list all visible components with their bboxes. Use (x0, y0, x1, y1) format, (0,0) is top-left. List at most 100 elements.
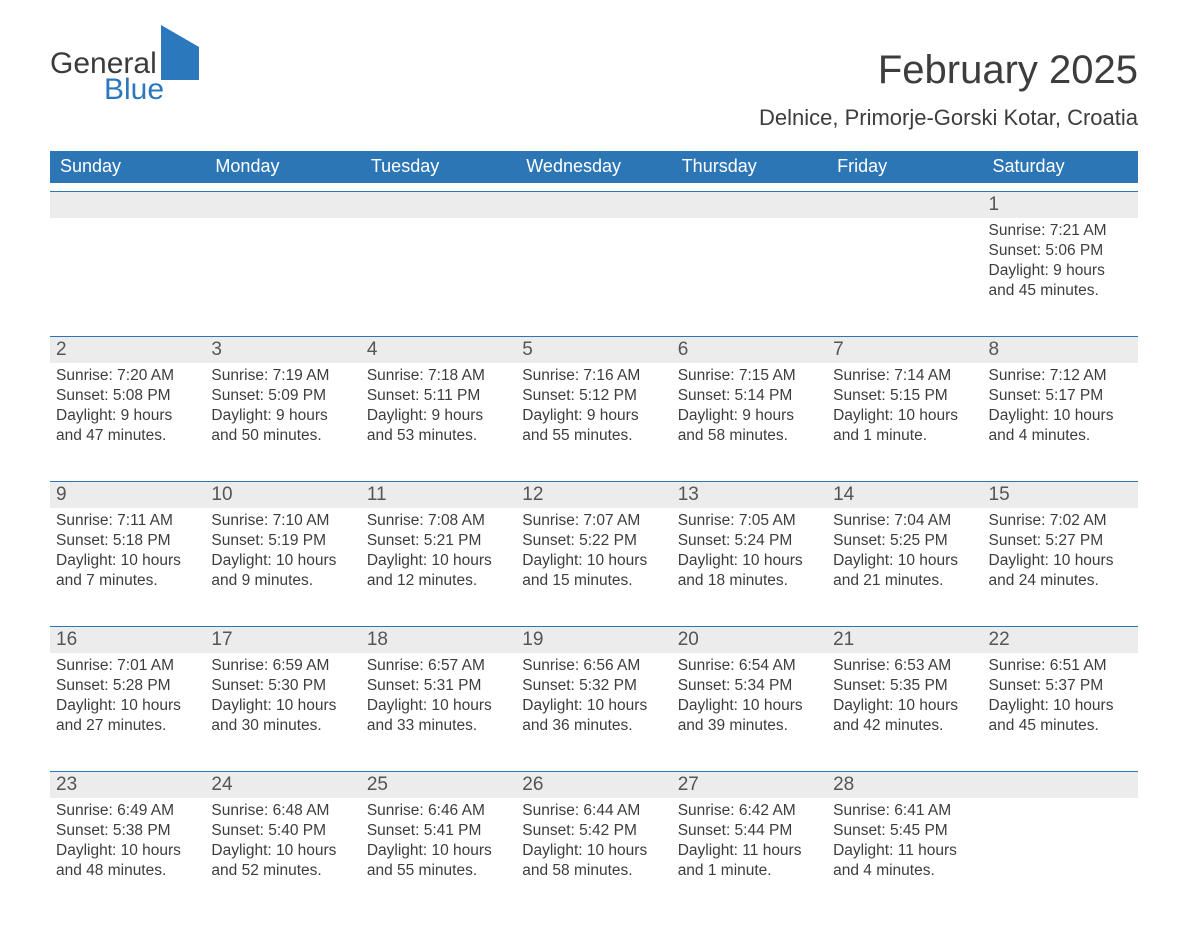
day-number-row: 232425262728 (50, 771, 1138, 798)
day-cell-line: Sunset: 5:30 PM (211, 676, 352, 696)
day-cell-line: Sunrise: 7:12 AM (989, 366, 1130, 386)
day-number: 11 (361, 482, 516, 508)
day-cell-line: Daylight: 10 hours and 4 minutes. (989, 406, 1130, 446)
day-cell: Sunrise: 7:15 AMSunset: 5:14 PMDaylight:… (672, 363, 827, 473)
day-cell-line: Sunrise: 7:10 AM (211, 511, 352, 531)
day-cell: Sunrise: 7:18 AMSunset: 5:11 PMDaylight:… (361, 363, 516, 473)
weekday-header: Wednesday (516, 151, 671, 183)
weekday-header: Monday (205, 151, 360, 183)
day-number: 25 (361, 772, 516, 798)
day-cell-line: Daylight: 9 hours and 58 minutes. (678, 406, 819, 446)
day-cell-line: Sunset: 5:38 PM (56, 821, 197, 841)
day-number: 20 (672, 627, 827, 653)
day-cell-line: Daylight: 10 hours and 58 minutes. (522, 841, 663, 881)
day-cell-line: Sunset: 5:32 PM (522, 676, 663, 696)
day-cell-line: Sunrise: 6:54 AM (678, 656, 819, 676)
day-number (205, 192, 360, 218)
day-cell-line: Sunset: 5:19 PM (211, 531, 352, 551)
calendar-grid: Sunday Monday Tuesday Wednesday Thursday… (50, 151, 1138, 908)
day-content-row: Sunrise: 7:11 AMSunset: 5:18 PMDaylight:… (50, 508, 1138, 618)
day-cell-line: Sunrise: 7:21 AM (989, 221, 1130, 241)
day-cell: Sunrise: 7:11 AMSunset: 5:18 PMDaylight:… (50, 508, 205, 618)
day-cell: Sunrise: 6:53 AMSunset: 5:35 PMDaylight:… (827, 653, 982, 763)
day-cell-line: Daylight: 10 hours and 27 minutes. (56, 696, 197, 736)
day-number: 16 (50, 627, 205, 653)
week-row: 1Sunrise: 7:21 AMSunset: 5:06 PMDaylight… (50, 191, 1138, 328)
day-cell-line: Daylight: 10 hours and 48 minutes. (56, 841, 197, 881)
brand-text: General Blue (50, 48, 199, 105)
day-cell: Sunrise: 6:42 AMSunset: 5:44 PMDaylight:… (672, 798, 827, 908)
month-title: February 2025 (759, 48, 1138, 93)
weekday-header-row: Sunday Monday Tuesday Wednesday Thursday… (50, 151, 1138, 183)
day-number: 10 (205, 482, 360, 508)
day-cell: Sunrise: 6:51 AMSunset: 5:37 PMDaylight:… (983, 653, 1138, 763)
day-number: 9 (50, 482, 205, 508)
day-cell-line: Daylight: 10 hours and 36 minutes. (522, 696, 663, 736)
day-cell: Sunrise: 7:19 AMSunset: 5:09 PMDaylight:… (205, 363, 360, 473)
page-header: General Blue February 2025 Delnice, Prim… (50, 48, 1138, 143)
day-number-row: 1 (50, 191, 1138, 218)
day-cell-line: Sunset: 5:14 PM (678, 386, 819, 406)
day-cell-line: Sunset: 5:42 PM (522, 821, 663, 841)
day-cell (50, 218, 205, 328)
day-cell-line: Sunset: 5:41 PM (367, 821, 508, 841)
day-cell-line: Sunrise: 6:56 AM (522, 656, 663, 676)
day-cell-line: Sunset: 5:27 PM (989, 531, 1130, 551)
day-cell-line: Sunrise: 7:01 AM (56, 656, 197, 676)
day-number: 19 (516, 627, 671, 653)
day-cell-line: Sunset: 5:18 PM (56, 531, 197, 551)
day-cell: Sunrise: 7:14 AMSunset: 5:15 PMDaylight:… (827, 363, 982, 473)
week-row: 232425262728 Sunrise: 6:49 AMSunset: 5:38… (50, 771, 1138, 908)
day-cell (827, 218, 982, 328)
day-cell-line: Sunset: 5:31 PM (367, 676, 508, 696)
day-cell-line: Sunset: 5:06 PM (989, 241, 1130, 261)
day-number: 26 (516, 772, 671, 798)
day-cell-line: Sunset: 5:28 PM (56, 676, 197, 696)
day-number: 3 (205, 337, 360, 363)
day-number: 27 (672, 772, 827, 798)
day-cell: Sunrise: 7:07 AMSunset: 5:22 PMDaylight:… (516, 508, 671, 618)
title-block: February 2025 Delnice, Primorje-Gorski K… (759, 48, 1138, 143)
day-cell-line: Sunset: 5:45 PM (833, 821, 974, 841)
day-cell-line: Sunrise: 7:14 AM (833, 366, 974, 386)
day-cell-line: Sunrise: 6:48 AM (211, 801, 352, 821)
day-number (516, 192, 671, 218)
day-cell-line: Daylight: 10 hours and 55 minutes. (367, 841, 508, 881)
day-cell-line: Sunrise: 6:46 AM (367, 801, 508, 821)
day-cell-line: Daylight: 9 hours and 55 minutes. (522, 406, 663, 446)
day-cell-line: Daylight: 10 hours and 52 minutes. (211, 841, 352, 881)
day-cell (516, 218, 671, 328)
day-content-row: Sunrise: 7:01 AMSunset: 5:28 PMDaylight:… (50, 653, 1138, 763)
day-cell-line: Daylight: 9 hours and 47 minutes. (56, 406, 197, 446)
day-cell-line: Sunrise: 6:49 AM (56, 801, 197, 821)
day-cell-line: Daylight: 10 hours and 39 minutes. (678, 696, 819, 736)
day-number-row: 9101112131415 (50, 481, 1138, 508)
day-cell-line: Sunrise: 6:42 AM (678, 801, 819, 821)
day-cell-line: Sunset: 5:25 PM (833, 531, 974, 551)
day-cell: Sunrise: 7:16 AMSunset: 5:12 PMDaylight:… (516, 363, 671, 473)
day-cell-line: Sunrise: 7:20 AM (56, 366, 197, 386)
day-cell-line: Sunrise: 6:44 AM (522, 801, 663, 821)
day-cell: Sunrise: 7:21 AMSunset: 5:06 PMDaylight:… (983, 218, 1138, 328)
day-cell-line: Daylight: 9 hours and 53 minutes. (367, 406, 508, 446)
day-number (983, 772, 1138, 798)
day-cell-line: Sunset: 5:35 PM (833, 676, 974, 696)
day-cell: Sunrise: 7:04 AMSunset: 5:25 PMDaylight:… (827, 508, 982, 618)
weekday-header: Thursday (672, 151, 827, 183)
day-number: 17 (205, 627, 360, 653)
day-cell-line: Daylight: 10 hours and 1 minute. (833, 406, 974, 446)
day-cell-line: Sunset: 5:08 PM (56, 386, 197, 406)
day-cell: Sunrise: 6:46 AMSunset: 5:41 PMDaylight:… (361, 798, 516, 908)
weekday-header: Saturday (983, 151, 1138, 183)
day-cell-line: Daylight: 10 hours and 42 minutes. (833, 696, 974, 736)
day-cell: Sunrise: 7:20 AMSunset: 5:08 PMDaylight:… (50, 363, 205, 473)
day-cell: Sunrise: 7:01 AMSunset: 5:28 PMDaylight:… (50, 653, 205, 763)
day-cell-line: Sunrise: 7:18 AM (367, 366, 508, 386)
day-cell-line: Sunrise: 7:07 AM (522, 511, 663, 531)
day-cell-line: Sunset: 5:37 PM (989, 676, 1130, 696)
day-content-row: Sunrise: 7:20 AMSunset: 5:08 PMDaylight:… (50, 363, 1138, 473)
day-number: 23 (50, 772, 205, 798)
day-number (672, 192, 827, 218)
location-subtitle: Delnice, Primorje-Gorski Kotar, Croatia (759, 105, 1138, 131)
day-cell: Sunrise: 7:12 AMSunset: 5:17 PMDaylight:… (983, 363, 1138, 473)
